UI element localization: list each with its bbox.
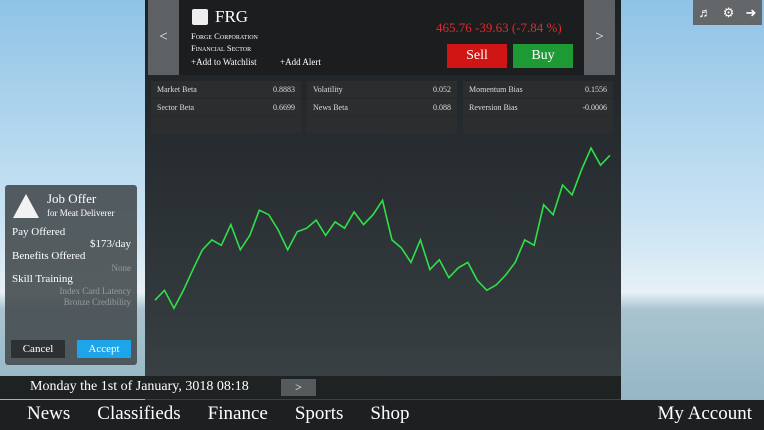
stat-value: 0.8883 bbox=[273, 85, 295, 94]
stat-value: -0.0006 bbox=[582, 103, 607, 112]
stat-label: Momentum Bias bbox=[469, 85, 523, 94]
stat-row: Reversion Bias -0.0006 bbox=[463, 99, 613, 116]
stat-row bbox=[307, 117, 457, 134]
exit-icon[interactable]: ➜ bbox=[745, 4, 757, 20]
stat-row bbox=[463, 117, 613, 134]
advance-button[interactable]: > bbox=[281, 379, 316, 396]
stat-value: 0.088 bbox=[433, 103, 451, 112]
nav-item[interactable]: Classifieds bbox=[97, 403, 181, 424]
cancel-button[interactable]: Cancel bbox=[11, 340, 65, 358]
stat-row: Market Beta 0.8883 bbox=[151, 81, 301, 98]
buy-button[interactable]: Buy bbox=[513, 44, 573, 68]
stat-value: 0.6699 bbox=[273, 103, 295, 112]
watchlist-link[interactable]: +Add to Watchlist bbox=[191, 57, 257, 67]
next-button[interactable]: > bbox=[584, 0, 615, 75]
price: 465.76 -39.63 (-7.84 %) bbox=[436, 20, 562, 35]
stat-row: Momentum Bias 0.1556 bbox=[463, 81, 613, 98]
stock-header: < > FRG Forge Corporation Financial Secto… bbox=[148, 0, 615, 75]
stat-row bbox=[151, 117, 301, 134]
benefits-value: None bbox=[111, 263, 132, 273]
nav-item[interactable]: News bbox=[27, 403, 71, 424]
stat-label: Volatility bbox=[313, 85, 343, 94]
stat-row: News Beta 0.088 bbox=[307, 99, 457, 116]
date-bar: Monday the 1st of January, 3018 08:18 > bbox=[0, 376, 621, 399]
company: Forge Corporation Financial Sector bbox=[191, 30, 258, 54]
alert-link[interactable]: +Add Alert bbox=[280, 57, 321, 67]
toolbar: ♬ ⚙ ➜ bbox=[693, 0, 762, 25]
stat-label: Sector Beta bbox=[157, 103, 195, 112]
stat-label: Market Beta bbox=[157, 85, 197, 94]
sector: Financial Sector bbox=[191, 43, 252, 53]
date: Monday the 1st of January, 3018 08:18 bbox=[30, 379, 249, 394]
stat-label: News Beta bbox=[313, 103, 348, 112]
pay-value: $173/day bbox=[90, 238, 131, 250]
benefits-label: Benefits Offered bbox=[12, 250, 86, 262]
price-line bbox=[154, 146, 611, 311]
settings-icon[interactable]: ⚙ bbox=[722, 4, 735, 20]
nav-item[interactable]: Shop bbox=[370, 403, 410, 424]
job-icon bbox=[13, 194, 39, 218]
accept-button[interactable]: Accept bbox=[77, 340, 131, 358]
stats-grid: Market Beta 0.8883 Sector Beta 0.6699 Volati… bbox=[151, 81, 613, 136]
job-offer: Job Offer for Meat Deliverer Pay Offered… bbox=[5, 185, 137, 365]
nav-item[interactable]: Finance bbox=[207, 403, 268, 424]
dice-icon bbox=[192, 9, 208, 25]
sound-icon[interactable]: ♬ bbox=[698, 4, 712, 20]
stat-value: 0.1556 bbox=[585, 85, 607, 94]
job-title: Job Offer bbox=[47, 191, 97, 206]
stat-row: Sector Beta 0.6699 bbox=[151, 99, 301, 116]
nav-item[interactable]: Sports bbox=[294, 403, 344, 424]
company-name: Forge Corporation bbox=[191, 31, 258, 41]
nav-items: News Classifieds Finance Sports Shop bbox=[27, 403, 409, 425]
pay-label: Pay Offered bbox=[12, 226, 66, 238]
ticker: FRG bbox=[215, 7, 249, 26]
prev-button[interactable]: < bbox=[148, 0, 179, 75]
skill-label: Skill Training bbox=[12, 273, 73, 285]
account-link[interactable]: My Account bbox=[657, 403, 752, 424]
skill-2: Bronze Credibility bbox=[63, 297, 131, 307]
skill-1: Index Card Latency bbox=[59, 286, 131, 296]
stat-row: Volatility 0.052 bbox=[307, 81, 457, 98]
sell-button[interactable]: Sell bbox=[447, 44, 507, 68]
stat-label: Reversion Bias bbox=[469, 103, 518, 112]
job-subtitle: for Meat Deliverer bbox=[47, 208, 115, 218]
stat-value: 0.052 bbox=[433, 85, 451, 94]
nav-bar: News Classifieds Finance Sports Shop My Acco… bbox=[0, 400, 764, 430]
